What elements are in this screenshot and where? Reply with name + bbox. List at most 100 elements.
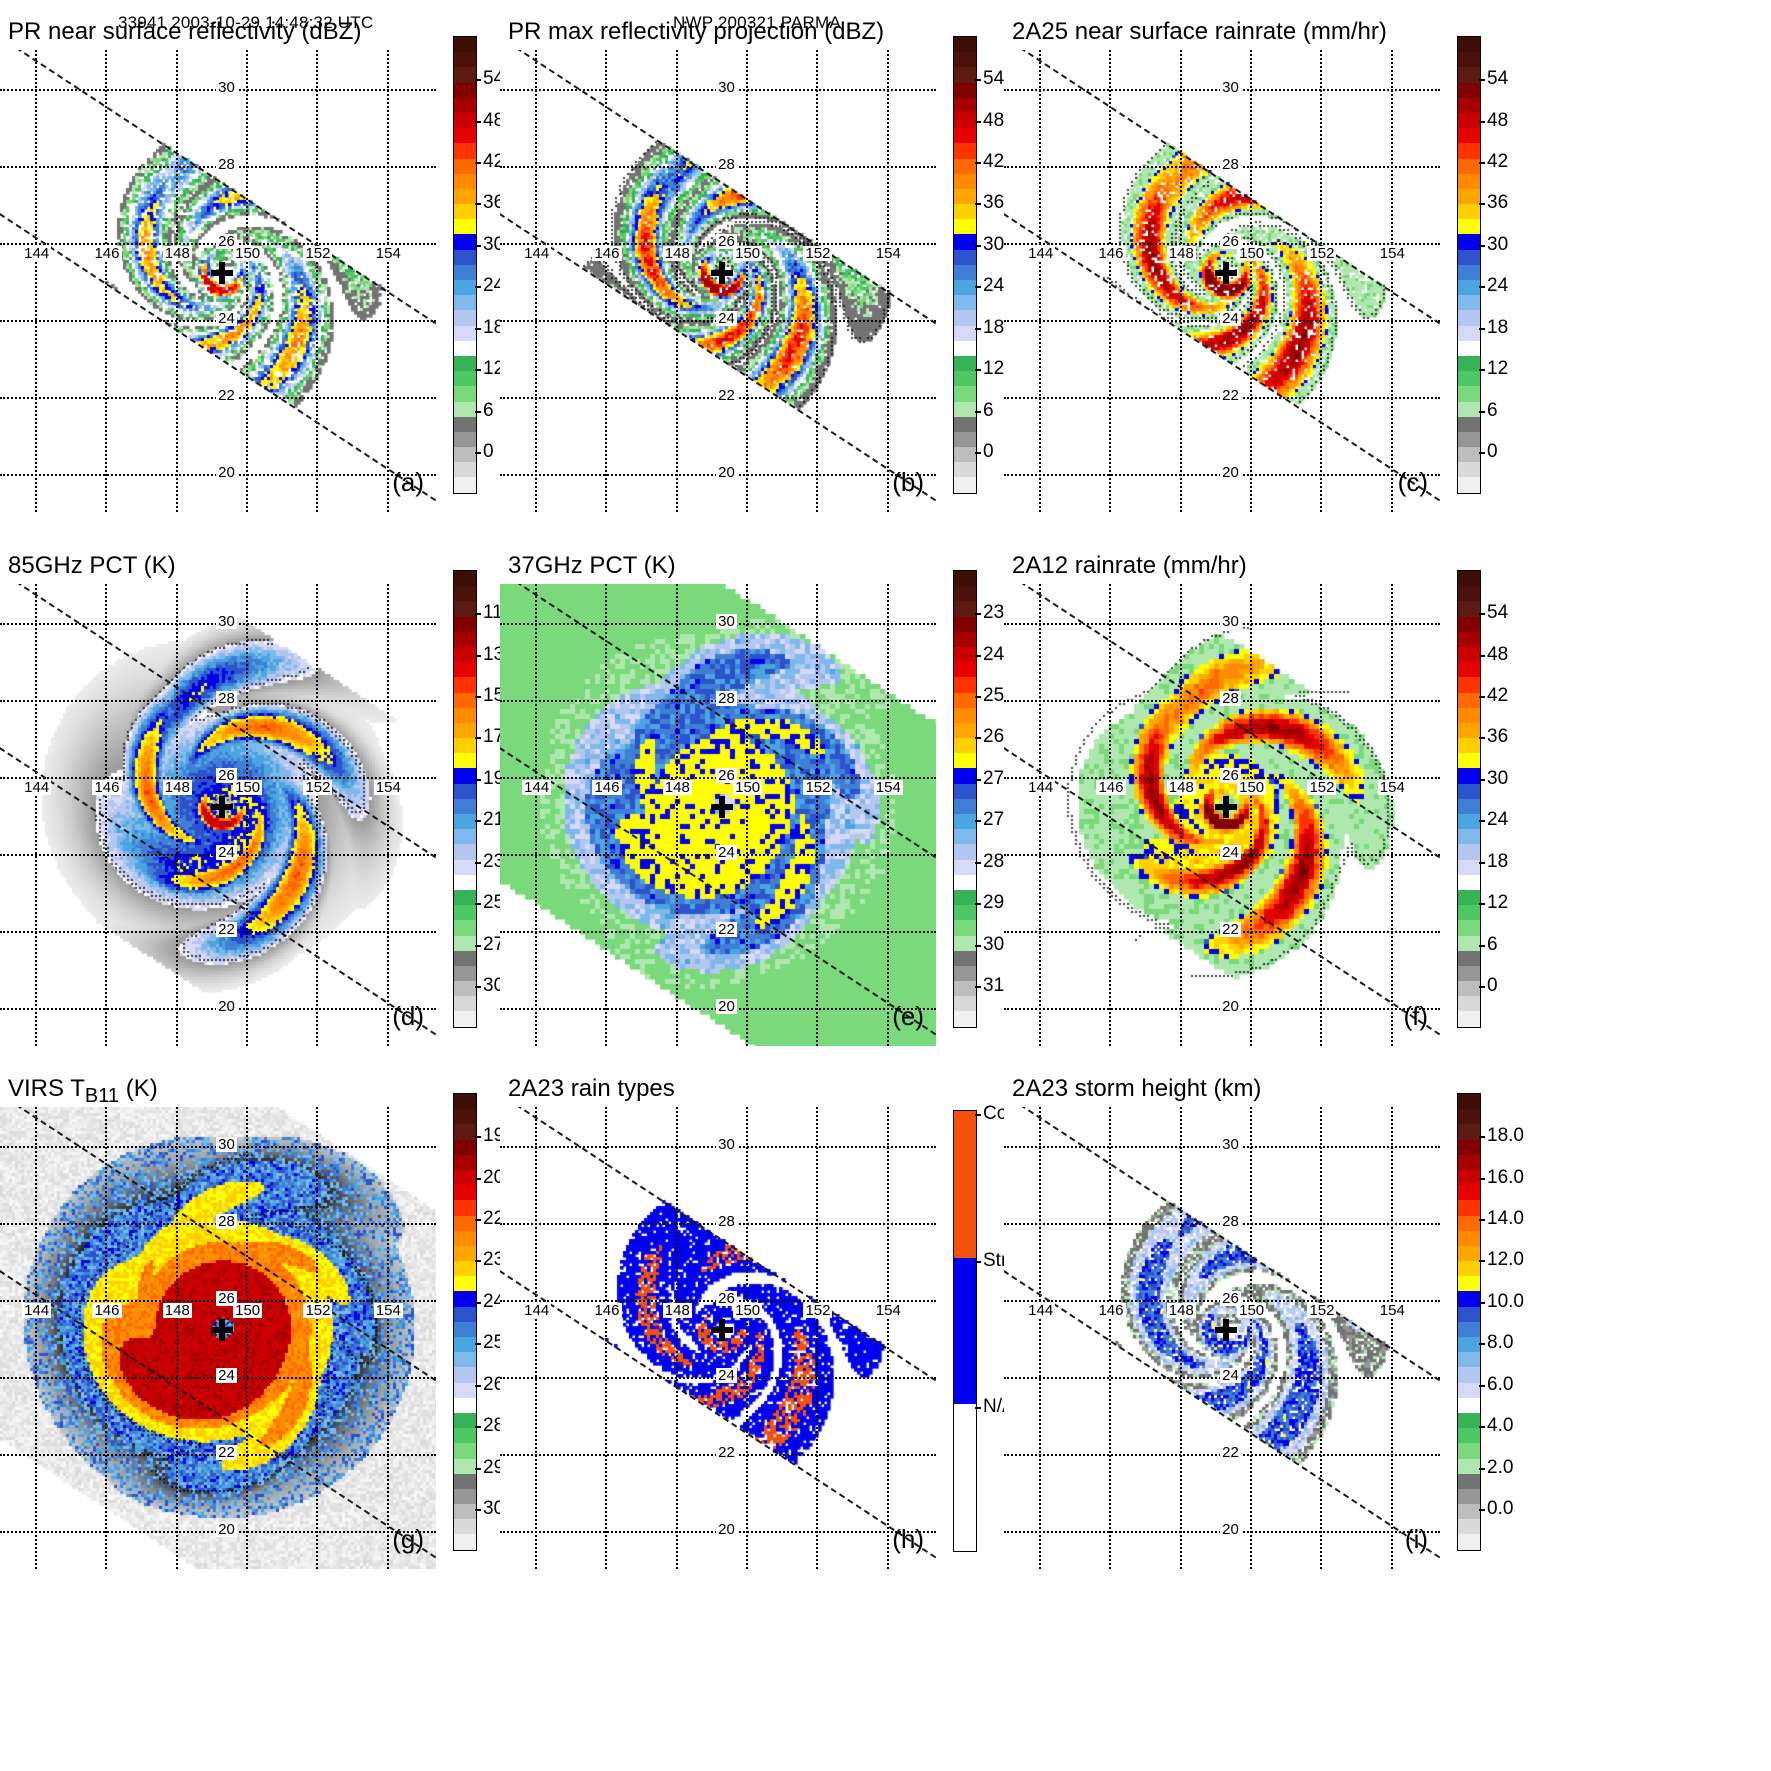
colorbar-segment [954,264,976,280]
colorbar-segment [454,950,476,966]
colorbar-segment [454,1367,476,1383]
colorbar-segment [454,692,476,708]
colorbar-segment [454,1352,476,1368]
colorbar-tick-f-4: 30 [1478,767,1509,789]
lat-label-24: 24 [1220,309,1241,327]
lon-label-148: 148 [662,1301,692,1319]
lon-label-150: 150 [733,1301,763,1319]
lon-label-154: 154 [873,1301,903,1319]
colorbar-segment [454,783,476,799]
lat-label-22: 22 [716,1443,737,1461]
lat-label-26: 26 [1220,766,1241,784]
storm-header-center: NWP 200321 PARMA [673,13,841,32]
lat-label-24: 24 [716,843,737,861]
colorbar-segment [1458,1534,1480,1550]
colorbar-segment [1458,571,1480,587]
colorbar-tick-a-4: 30 [474,233,505,255]
gridline-lon-152 [316,50,319,512]
gridline-lon-144 [535,584,538,1046]
lon-label-152: 152 [803,1301,833,1319]
colorbar-segment [454,204,476,220]
colorbar-tick-f-9: 0 [1479,975,1498,997]
colorbar-segment [1458,829,1480,845]
colorbar-segment [1458,1124,1480,1140]
colorbar-segment [454,1261,476,1277]
gridline-lon-152 [1320,1107,1323,1569]
map-e: 144 146 148 150 152 154 30 28 26 24 22 20 [500,584,936,1046]
panel-b: PR max reflectivity projection (dBZ) 144 1… [500,18,1004,518]
map-data-a [0,50,436,512]
gridline-lon-148 [1179,584,1182,1046]
colorbar-segment [954,158,976,174]
lat-label-20: 20 [1220,997,1241,1015]
map-data-g [0,1107,436,1569]
colorbar-tick-f-5: 24 [1478,809,1509,831]
colorbar-tick-f-2: 42 [1478,685,1509,707]
colorbar-segment [1458,1245,1480,1262]
storm-center-cross-icon [1214,1319,1237,1342]
colorbar-segment [454,462,476,478]
colorbar-tick-a-2: 42 [474,151,505,173]
colorbar-segment [954,371,976,387]
colorbar-segment [1458,738,1480,754]
colorbar-segment [454,965,476,982]
colorbar-segment [454,1382,476,1398]
colorbar-segment [454,340,476,356]
panel-label-h: (h) [892,1524,924,1554]
colorbar-tick-a-7: 12 [474,358,505,380]
colorbar-tick-i-3: 12.0 [1479,1249,1524,1271]
map-data-b [500,50,936,512]
storm-center-cross-icon [1214,796,1237,819]
colorbar-segment [1458,1011,1480,1027]
colorbar-segment [454,829,476,845]
colorbar-tick-c-3: 36 [1478,192,1509,214]
colorbar-tick-f-8: 6 [1479,933,1498,955]
lon-label-152: 152 [803,778,833,796]
lat-label-22: 22 [1220,920,1241,938]
colorbar-segment-conv [954,1111,976,1258]
gridline-lon-146 [1109,584,1112,1046]
gridline-lon-154 [886,584,889,1046]
colorbar-e [953,570,977,1028]
map-h: 144 146 148 150 152 154 30 28 26 24 22 20 [500,1107,936,1569]
gridline-lon-144 [35,1107,38,1569]
storm-center-cross-icon [710,796,733,819]
colorbar-tick-i-0: 18.0 [1479,1125,1524,1147]
lat-label-22: 22 [216,1443,237,1461]
colorbar-segment [454,753,476,769]
colorbar-segment [1458,37,1480,53]
colorbar-segment [954,662,976,678]
colorbar-segment [454,37,476,53]
colorbar-segment [954,82,976,98]
lat-label-30: 30 [1220,78,1241,96]
lat-label-30: 30 [1220,612,1241,630]
colorbar-segment [1458,477,1480,493]
colorbar-segment [954,601,976,617]
gridline-lon-150 [1250,50,1253,512]
colorbar-segment [454,920,476,936]
lon-label-146: 146 [92,778,122,796]
colorbar-segment [1458,1412,1480,1429]
colorbar-f [1457,570,1481,1028]
panel-title-g: VIRS TB11 (K) [8,1075,158,1107]
gridline-lon-148 [175,584,178,1046]
colorbar-segment [454,1519,476,1535]
lon-label-154: 154 [373,1301,403,1319]
gridline-lon-148 [675,50,678,512]
lat-label-26: 26 [716,1289,737,1307]
colorbar-segment [1458,416,1480,432]
colorbar-segment [454,143,476,159]
colorbar-segment [1458,1261,1480,1277]
colorbar-segment [454,1428,476,1444]
lon-label-150: 150 [233,244,263,262]
map-data-e [500,584,936,1046]
lon-label-146: 146 [92,1301,122,1319]
lat-label-30: 30 [216,612,237,630]
panel-h: 2A23 rain types 144 146 148 150 152 154 30 28 26 2… [500,1075,1027,1575]
colorbar-segment [954,646,976,663]
colorbar-segment [954,280,976,296]
colorbar-tick-i-5: 8.0 [1478,1332,1514,1354]
panel-label-i: (i) [1404,1524,1428,1554]
panel-label-e: (e) [892,1001,924,1031]
colorbar-segment [954,340,976,356]
